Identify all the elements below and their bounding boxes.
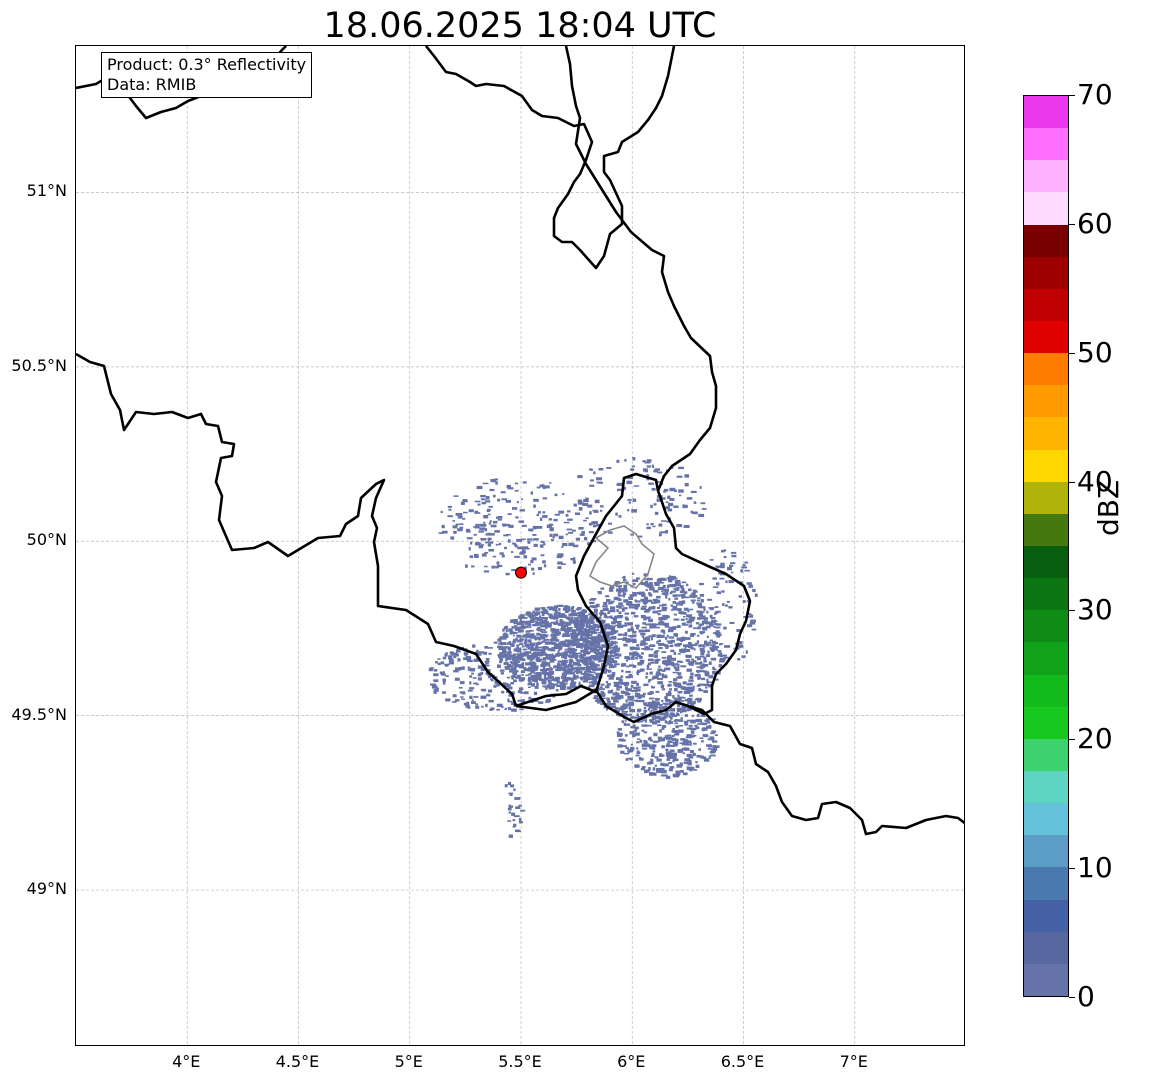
colorbar-segment — [1024, 578, 1068, 611]
colorbar-tick-label: 20 — [1077, 722, 1113, 756]
lon-tick-label: 6.5°E — [720, 1052, 765, 1071]
colorbar-segment — [1024, 256, 1068, 289]
border-belgium-germany — [564, 46, 718, 492]
colorbar-tick-mark — [1069, 868, 1075, 870]
province-boundary — [588, 525, 655, 589]
colorbar-tick-label: 0 — [1077, 980, 1095, 1013]
colorbar-segment — [1024, 128, 1068, 161]
colorbar-segment — [1024, 706, 1068, 739]
border-belgium-france — [76, 352, 518, 707]
colorbar-segment — [1024, 320, 1068, 354]
border-luxembourg-germany — [656, 490, 752, 716]
colorbar-segment — [1024, 867, 1068, 900]
colorbar-segment — [1024, 449, 1068, 482]
product-label: Product: 0.3° Reflectivity — [107, 55, 307, 74]
lon-tick-label: 4°E — [172, 1052, 201, 1071]
lon-tick-label: 6°E — [617, 1052, 646, 1071]
colorbar-segment — [1024, 931, 1068, 964]
colorbar-segment — [1024, 513, 1068, 546]
colorbar-tick-mark — [1069, 997, 1075, 998]
colorbar-tick-label: 50 — [1077, 335, 1113, 369]
colorbar-segment — [1024, 963, 1068, 996]
colorbar-tick-mark — [1069, 352, 1075, 354]
colorbar-tick-label: 60 — [1077, 206, 1113, 240]
lon-tick-label: 5°E — [394, 1052, 423, 1071]
map-canvas — [76, 46, 964, 1045]
colorbar-segment — [1024, 803, 1068, 836]
lat-tick-label: 49°N — [26, 879, 67, 899]
colorbar-segment — [1024, 674, 1068, 707]
border-france-germany — [687, 704, 964, 836]
colorbar-segment — [1024, 545, 1068, 579]
colorbar — [1023, 95, 1069, 997]
radar-site-marker[interactable] — [515, 566, 527, 579]
lon-tick-label: 7°E — [839, 1052, 868, 1071]
graticule — [76, 46, 964, 1045]
product-info-box: Product: 0.3° Reflectivity Data: RMIB — [101, 52, 313, 98]
lat-tick-label: 50.5°N — [11, 355, 67, 375]
colorbar-segment — [1024, 610, 1068, 643]
colorbar-segment — [1024, 738, 1068, 771]
colorbar-segment — [1024, 770, 1068, 804]
colorbar-tick-mark — [1069, 481, 1075, 483]
lon-tick-label: 4.5°E — [275, 1052, 320, 1071]
colorbar-label: dBZ — [1092, 479, 1125, 536]
colorbar-tick-mark — [1069, 610, 1075, 612]
colorbar-segment — [1024, 899, 1068, 932]
colorbar-segment — [1024, 160, 1068, 193]
colorbar-segment — [1024, 353, 1068, 386]
lat-tick-label: 49.5°N — [11, 704, 67, 724]
colorbar-segment — [1024, 192, 1068, 225]
border-luxembourg-france — [515, 688, 689, 724]
lat-tick-label: 51°N — [26, 181, 67, 201]
colorbar-segment — [1024, 835, 1068, 868]
colorbar-segment — [1024, 224, 1068, 257]
colorbar-tick-mark — [1069, 223, 1075, 225]
colorbar-tick-label: 40 — [1077, 464, 1113, 498]
colorbar-tick-mark — [1069, 739, 1075, 741]
border-belgium-luxembourg — [515, 472, 660, 708]
lon-tick-label: 5.5°E — [498, 1052, 542, 1071]
colorbar-segment — [1024, 642, 1068, 675]
border-germany-netherlands — [424, 46, 676, 270]
colorbar-segment — [1024, 417, 1068, 450]
colorbar-tick-label: 10 — [1077, 851, 1113, 885]
colorbar-tick-label: 30 — [1077, 593, 1113, 627]
map-title: 18.06.2025 18:04 UTC — [323, 6, 717, 46]
lat-tick-label: 50°N — [26, 530, 67, 550]
colorbar-segment — [1024, 385, 1068, 418]
colorbar-tick-mark — [1069, 95, 1075, 96]
radar-echoes — [428, 457, 758, 838]
colorbar-segment — [1024, 288, 1068, 321]
colorbar-segment — [1024, 481, 1068, 514]
country-borders — [76, 46, 964, 836]
colorbar-tick-label: 70 — [1077, 78, 1113, 111]
radar-map[interactable] — [75, 45, 965, 1046]
colorbar-segment — [1024, 96, 1068, 129]
data-source-label: Data: RMIB — [107, 75, 197, 94]
